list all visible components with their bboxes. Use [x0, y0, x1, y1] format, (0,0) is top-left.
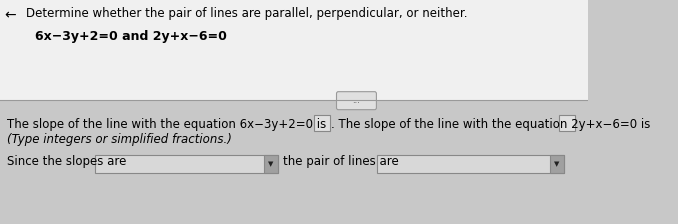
Text: ▼: ▼: [554, 161, 559, 167]
Text: ←: ←: [4, 8, 16, 22]
Text: 6x−3y+2=0 and 2y+x−6=0: 6x−3y+2=0 and 2y+x−6=0: [35, 30, 226, 43]
Text: . The slope of the line with the equation 2y+x−6=0 is: . The slope of the line with the equatio…: [332, 118, 651, 131]
FancyBboxPatch shape: [336, 92, 376, 110]
Bar: [550, 155, 563, 173]
Bar: [0, 0, 588, 100]
Bar: [96, 155, 277, 173]
Text: Since the slopes are: Since the slopes are: [7, 155, 126, 168]
Text: ▼: ▼: [268, 161, 273, 167]
Bar: [314, 115, 330, 131]
Bar: [559, 115, 575, 131]
Text: Determine whether the pair of lines are parallel, perpendicular, or neither.: Determine whether the pair of lines are …: [26, 7, 468, 20]
Bar: [377, 155, 563, 173]
Text: The slope of the line with the equation 6x−3y+2=0 is: The slope of the line with the equation …: [7, 118, 326, 131]
Bar: [264, 155, 277, 173]
Text: ...: ...: [353, 96, 361, 105]
Text: (Type integers or simplified fractions.): (Type integers or simplified fractions.): [7, 133, 232, 146]
Text: the pair of lines are: the pair of lines are: [283, 155, 399, 168]
